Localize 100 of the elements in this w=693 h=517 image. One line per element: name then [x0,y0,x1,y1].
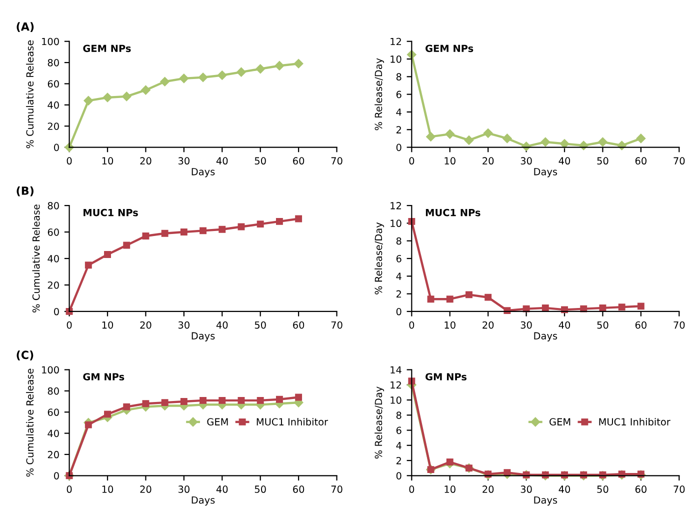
point [236,67,246,77]
point [408,218,416,225]
x-tick-label: 70 [331,486,342,493]
x-tick-label: 10 [444,486,456,493]
text: (A) [16,22,34,32]
y-tick-label: 12 [390,202,401,210]
y-tick-label: 20 [48,281,59,289]
point [218,226,226,233]
x-axis-title: Days [534,332,558,342]
point [483,128,493,138]
legend-label: MUC1 Inhibitor [256,418,328,426]
y-axis-title: % Release/Day [374,222,384,294]
point [599,304,606,312]
point [561,306,568,314]
x-tick-label: 60 [635,486,646,493]
annotation: MUC1 NPs [426,208,480,216]
x-tick-label: 20 [482,157,494,165]
x-tick-label: 70 [674,321,685,329]
x-tick-label: 50 [254,157,266,165]
x-tick-label: 20 [482,321,494,329]
y-tick-label: 4 [396,442,402,450]
point [198,72,208,82]
y-tick-label: 6 [396,90,402,98]
y-axis-title: % Release/Day [374,386,384,459]
legend-label: MUC1 Inhibitor [599,418,670,426]
point [179,74,189,84]
point [446,458,454,466]
y-axis-title: % Cumulative Release [26,40,34,148]
x-tick-label: 50 [597,157,608,165]
x-tick-label: 40 [558,486,570,493]
point [580,471,588,478]
y-tick-label: 8 [396,73,402,80]
x-tick-label: 10 [102,486,114,493]
point [502,134,512,144]
y-tick-label: 40 [48,101,59,109]
y-tick-label: 6 [396,254,402,262]
point [160,76,170,86]
point [123,242,130,249]
x-tick-label: 50 [254,321,266,329]
y-tick-label: 100 [42,38,59,46]
point [484,294,492,301]
y-tick-label: 0 [54,308,59,316]
x-tick-label: 40 [558,321,570,329]
point [84,421,92,428]
y-tick-label: 0 [54,472,59,480]
annotation: GEM NPs [426,44,474,52]
x-tick-label: 70 [331,157,342,165]
x-tick-label: 50 [597,321,608,329]
y-tick-label: 20 [48,450,59,458]
y-tick-label: 12 [390,38,401,46]
y-tick-label: 80 [48,202,59,210]
legend-label: GEM [207,418,228,426]
y-tick-label: 0 [54,144,59,152]
point [238,223,245,230]
point [200,396,207,404]
x-tick-label: 40 [216,321,228,329]
point [218,396,226,404]
point [540,137,550,147]
x-tick-label: 10 [102,157,114,165]
point [104,251,111,258]
y-tick-label: 8 [396,412,402,419]
point [161,230,168,237]
y-tick-label: 40 [48,254,59,262]
x-tick-label: 20 [482,486,494,493]
point [276,218,283,225]
y-tick-label: 2 [396,290,401,298]
point [141,85,150,95]
y-tick-label: 0 [396,144,402,152]
point [102,92,112,102]
text: (C) [16,350,34,360]
x-axis-title: Days [534,496,558,506]
annotation: GM NPs [83,373,124,380]
y-tick-label: 14 [390,366,402,374]
text: (B) [16,186,34,196]
y-tick-label: 60 [48,408,59,416]
point [561,471,568,478]
point [256,220,264,228]
x-tick-label: 40 [216,157,228,165]
point [180,398,188,405]
point [466,291,472,298]
y-axis-title: % Release/Day [374,58,384,130]
x-tick-label: 40 [558,157,570,165]
point [295,394,302,401]
point [504,307,511,314]
point [542,304,549,312]
point [522,305,530,312]
annotation: MUC1 NPs [84,208,138,216]
y-tick-label: 80 [48,59,59,66]
x-tick-label: 0 [409,321,414,329]
x-tick-label: 30 [178,486,190,493]
x-tick-label: 30 [178,157,190,165]
x-tick-label: 60 [635,321,646,329]
x-tick-label: 70 [674,486,685,493]
x-tick-label: 20 [140,321,152,329]
legend-label: GEM [550,418,570,426]
point [426,132,436,142]
point [238,396,245,404]
y-tick-label: 6 [396,426,402,434]
point [618,304,626,311]
y-tick-label: 4 [396,272,402,280]
